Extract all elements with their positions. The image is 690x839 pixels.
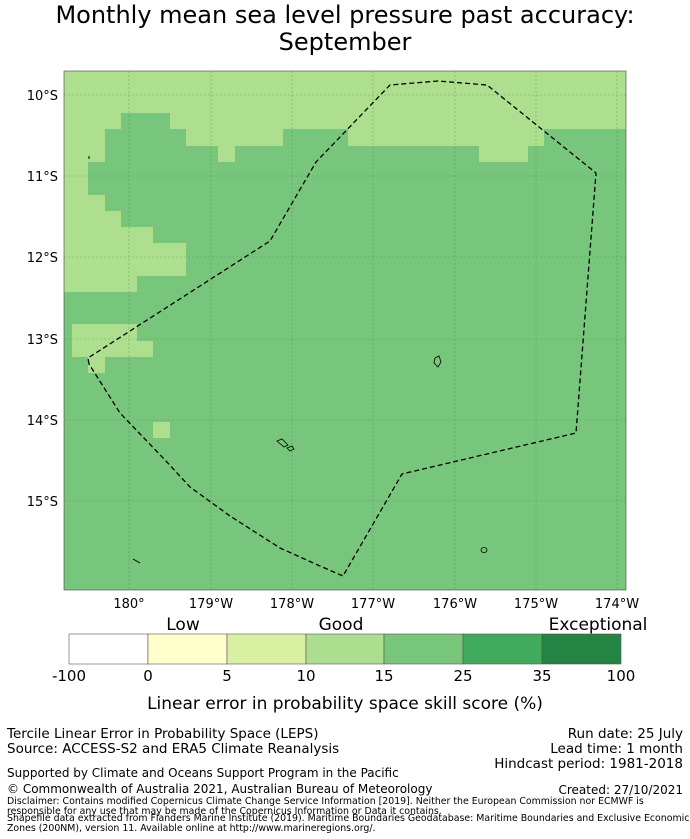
colorbar-swatch xyxy=(462,633,543,665)
colorbar-tick-label: 35 xyxy=(532,667,551,685)
map-frame xyxy=(63,70,627,591)
lat-tick-label: 13°S xyxy=(27,333,58,348)
colorbar-swatch xyxy=(305,633,385,665)
map-gridlines xyxy=(64,71,626,590)
colorbar-tick-label: 10 xyxy=(296,667,315,685)
footer-source: Source: ACCESS-S2 and ERA5 Climate Reana… xyxy=(7,741,340,757)
footer-support: Supported by Climate and Oceans Support … xyxy=(7,766,399,780)
colorbar-tick-label: 5 xyxy=(222,667,232,685)
lon-tick-label: 178°W xyxy=(270,597,314,612)
map-title-line1: Monthly mean sea level pressure past acc… xyxy=(55,1,635,29)
colorbar-category-low: Low xyxy=(166,615,200,635)
lon-tick-label: 174°W xyxy=(595,597,639,612)
footer-hindcast-period: Hindcast period: 1981-2018 xyxy=(494,756,683,772)
footer-disclaimer-line1: Disclaimer: Contains modified Copernicus… xyxy=(7,796,644,807)
footer-run-date: Run date: 25 July xyxy=(567,726,683,742)
colorbar-category-exceptional: Exceptional xyxy=(549,615,648,635)
footer-disclaimer-line2: responsible for any use that may be made… xyxy=(7,806,442,817)
light-green-region xyxy=(64,71,626,438)
eez-boundary xyxy=(87,80,597,577)
colorbar-tick-label: 25 xyxy=(453,667,472,685)
island-west-small xyxy=(286,445,295,452)
colorbar-tick-label: -100 xyxy=(52,667,86,685)
island-west xyxy=(276,438,289,448)
colorbar-swatch xyxy=(147,633,228,665)
colorbar-swatch xyxy=(383,633,464,665)
lon-tick-label: 175°W xyxy=(514,597,558,612)
lon-tick-label: 180° xyxy=(113,597,144,612)
lon-tick-label: 177°W xyxy=(351,597,395,612)
footer-leps-label: Tercile Linear Error in Probability Spac… xyxy=(7,726,319,742)
colorbar-tick-label: 15 xyxy=(374,667,393,685)
island-east xyxy=(433,355,442,368)
colorbar-tick-label: 0 xyxy=(143,667,153,685)
lat-tick-label: 14°S xyxy=(27,414,58,429)
footer-disclaimer-line4: Zones (200NM), version 11. Available onl… xyxy=(7,823,376,834)
colorbar xyxy=(68,633,622,665)
footer-copyright: © Commonwealth of Australia 2021, Austra… xyxy=(7,782,433,796)
colorbar-swatch xyxy=(226,633,307,665)
colorbar-tick-label: 100 xyxy=(607,667,636,685)
colorbar-swatch xyxy=(541,633,622,665)
lon-tick-label: 176°W xyxy=(433,597,477,612)
lat-tick-label: 15°S xyxy=(27,495,58,510)
footer-created-date: Created: 27/10/2021 xyxy=(558,783,683,797)
colorbar-label: Linear error in probability space skill … xyxy=(147,694,543,714)
colorbar-category-good: Good xyxy=(319,615,364,635)
footer-lead-time: Lead time: 1 month xyxy=(550,741,683,757)
lat-tick-label: 11°S xyxy=(27,170,58,185)
lat-tick-label: 12°S xyxy=(27,251,58,266)
island-southwest xyxy=(132,558,141,564)
lat-tick-label: 10°S xyxy=(27,89,58,104)
footer-disclaimer-line3: Shapefile data extracted from Flanders M… xyxy=(7,813,690,824)
island-southeast xyxy=(480,547,488,553)
map-title-line2: September xyxy=(278,28,412,56)
colorbar-swatch xyxy=(68,633,149,665)
lon-tick-label: 179°W xyxy=(189,597,233,612)
map-background xyxy=(64,71,626,590)
